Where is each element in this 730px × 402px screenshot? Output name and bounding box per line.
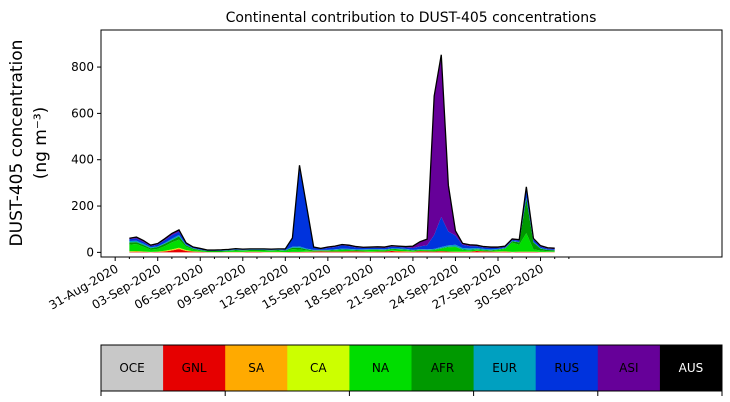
legend-label-eur: EUR bbox=[492, 361, 517, 375]
legend-swatch-afr bbox=[411, 345, 475, 391]
legend-swatch-eur bbox=[473, 345, 537, 391]
legend-label-gnl: GNL bbox=[182, 361, 207, 375]
legend-label-oce: OCE bbox=[119, 361, 144, 375]
legend-label-afr: AFR bbox=[431, 361, 454, 375]
legend-label-rus: RUS bbox=[554, 361, 579, 375]
y-axis: 0 200 400 600 800 bbox=[71, 60, 101, 259]
y-tick-label: 0 bbox=[86, 245, 94, 259]
legend-label-ca: CA bbox=[310, 361, 327, 375]
total-outline bbox=[129, 54, 555, 251]
area-na bbox=[129, 233, 555, 253]
area-asi bbox=[129, 54, 555, 251]
legend: OCE GNL SA CA NA AFR EUR RUS ASI AUS bbox=[100, 344, 723, 396]
legend-swatch-asi bbox=[597, 345, 661, 391]
legend-swatch-oce bbox=[101, 345, 164, 391]
plot-frame bbox=[100, 29, 723, 258]
legend-label-asi: ASI bbox=[619, 361, 638, 375]
y-axis-label-line1: DUST-405 concentration bbox=[7, 40, 27, 247]
legend-swatch-sa bbox=[225, 345, 288, 391]
y-tick-label: 400 bbox=[71, 153, 94, 167]
legend-label-sa: SA bbox=[248, 361, 265, 375]
legend-label-na: NA bbox=[372, 361, 390, 375]
stacked-areas bbox=[129, 54, 555, 253]
y-tick-label: 800 bbox=[71, 60, 94, 74]
area-gnl bbox=[129, 249, 555, 253]
y-tick-label: 600 bbox=[71, 106, 94, 120]
legend-swatch-rus bbox=[535, 345, 599, 391]
y-tick-label: 200 bbox=[71, 199, 94, 213]
legend-swatch-ca bbox=[287, 345, 350, 391]
chart-title: Continental contribution to DUST-405 con… bbox=[226, 10, 597, 26]
legend-swatch-aus bbox=[659, 345, 723, 391]
legend-swatch-gnl bbox=[163, 345, 226, 391]
legend-frame bbox=[100, 344, 723, 392]
legend-label-aus: AUS bbox=[679, 361, 704, 375]
y-axis-label: DUST-405 concentration (ng m⁻³) bbox=[7, 40, 51, 247]
y-axis-label-line2: (ng m⁻³) bbox=[31, 107, 51, 180]
legend-swatch-na bbox=[349, 345, 412, 391]
